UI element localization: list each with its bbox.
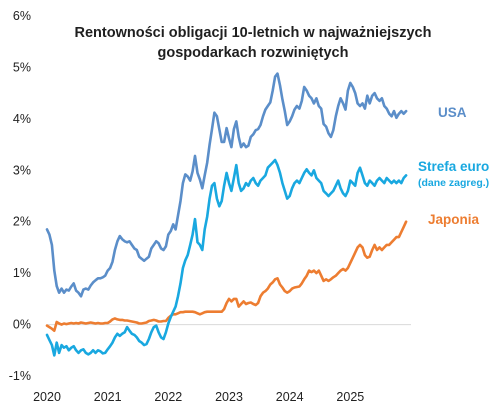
x-tick-label: 2023 [215, 390, 243, 404]
legend-label-usa: USA [438, 105, 467, 120]
legend-sublabel-strefa-euro: (dane zagreg.) [418, 177, 489, 189]
y-tick-label: 4% [13, 112, 31, 126]
y-tick-label: 2% [13, 215, 31, 229]
x-tick-label: 2020 [33, 390, 61, 404]
x-tick-label: 2021 [94, 390, 122, 404]
x-tick-label: 2024 [276, 390, 304, 404]
y-tick-label: 1% [13, 266, 31, 280]
y-tick-label: 6% [13, 9, 31, 23]
series-line-japonia [45, 220, 408, 332]
y-tick-label: 3% [13, 163, 31, 177]
y-axis-ticks: 6% 5% 4% 3% 2% 1% 0% -1% [9, 9, 31, 383]
y-tick-label: -1% [9, 369, 31, 383]
y-tick-label: 0% [13, 318, 31, 332]
x-tick-label: 2025 [336, 390, 364, 404]
x-axis-ticks: 2020 2021 2022 2023 2024 2025 [33, 390, 364, 404]
chart-title-line-1: Rentowności obligacji 10-letnich w najwa… [75, 25, 432, 41]
legend-label-strefa-euro: Strefa euro [418, 159, 489, 174]
chart-title-line-2: gospodarkach rozwiniętych [158, 45, 349, 61]
series-line-usa [45, 72, 408, 298]
series-line-strefa-euro [45, 158, 408, 357]
legend-label-japonia: Japonia [428, 212, 480, 227]
x-tick-label: 2022 [154, 390, 182, 404]
series-lines [45, 72, 408, 357]
y-tick-label: 5% [13, 60, 31, 74]
